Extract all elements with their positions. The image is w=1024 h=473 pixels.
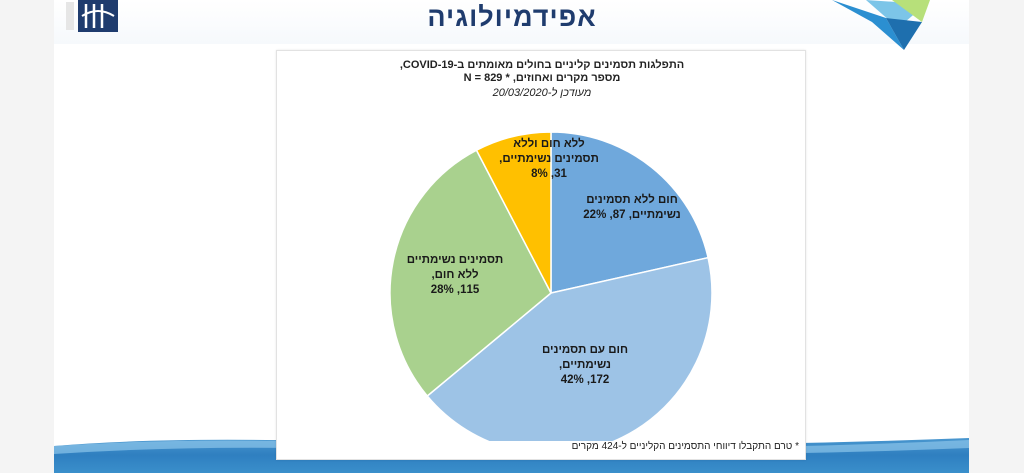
pie-slice-4	[475, 131, 552, 294]
chart-title-line1: התפלגות תסמינים קליניים בחולים מאומתים ב…	[399, 59, 685, 71]
slice-label-2: חום עם תסמינים נשימתיים, 172, 42%	[542, 344, 628, 386]
pie-slice-3	[389, 149, 552, 398]
chart-footnote: * טרם התקבלו דיווחי התסמינים הקליניים ל-…	[571, 441, 799, 452]
slice-label-4: ללא חום וללא תסמינים נשימתיים, 31, 8%	[499, 137, 599, 180]
slide-title: אפידמיולוגיה	[427, 2, 597, 32]
pie-chart: חום ללא תסמינים נשימתיים, 87, 22% חום עם ת…	[389, 131, 713, 441]
frame-left	[0, 0, 54, 473]
decorative-shape-icon	[832, 0, 930, 50]
frame-right	[969, 0, 1024, 473]
chart-card: התפלגות תסמינים קליניים בחולים מאומתים ב…	[276, 50, 806, 460]
ministry-logo-icon	[66, 0, 118, 32]
slice-label-3: תסמינים נשימתיים ללא חום, 115, 28%	[407, 254, 504, 296]
chart-title-line2: מספר מקרים ואחוזים, * N = 829	[463, 72, 621, 84]
pie-slice-1	[550, 131, 709, 294]
pie-slice-2	[426, 256, 713, 441]
slice-label-1: חום ללא תסמינים נשימתיים, 87, 22%	[583, 193, 680, 221]
header-band	[54, 0, 969, 44]
chart-title: התפלגות תסמינים קליניים בחולים מאומתים ב…	[287, 59, 797, 85]
chart-subtitle: מעודכן ל-20/03/2020	[492, 87, 592, 99]
